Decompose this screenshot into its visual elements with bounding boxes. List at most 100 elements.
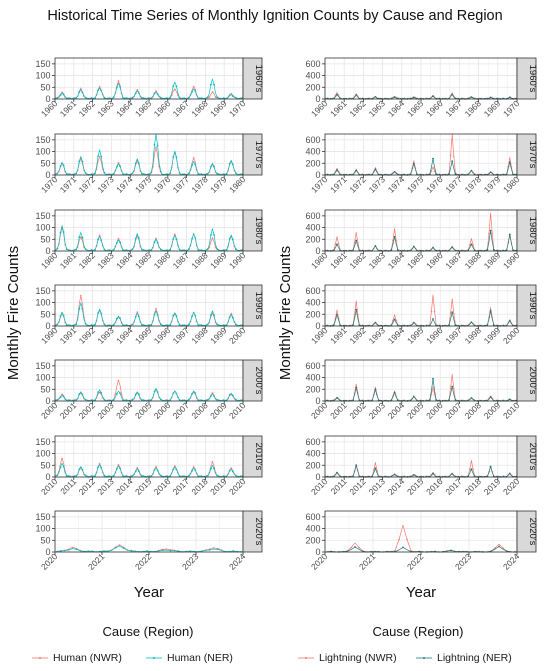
x-tick-label: 2006: [424, 400, 445, 421]
data-point: [206, 96, 209, 99]
data-point: [209, 165, 212, 168]
data-point: [165, 548, 168, 551]
x-tick-label: 2015: [133, 476, 154, 497]
data-point: [112, 172, 115, 175]
data-point: [81, 160, 84, 163]
x-tick-label: 2001: [328, 400, 349, 421]
data-point: [336, 471, 338, 474]
data-point: [90, 249, 93, 251]
x-tick-label: 1967: [443, 98, 464, 119]
x-tick-label: 1989: [482, 250, 503, 271]
x-tick-label: 2018: [463, 476, 484, 497]
data-point: [486, 324, 489, 326]
data-point: [336, 243, 338, 246]
x-tick-label: 2019: [482, 476, 503, 497]
x-tick-label: 1996: [152, 325, 173, 346]
data-point: [393, 96, 396, 98]
data-point: [114, 546, 117, 549]
data-point: [200, 399, 203, 402]
data-point: [159, 474, 162, 477]
x-tick-label: 2021: [357, 551, 378, 572]
data-point: [432, 95, 434, 97]
data-point: [213, 314, 215, 316]
data-point: [81, 308, 84, 311]
facet-strip-label: 2010's: [253, 443, 264, 471]
data-point: [131, 474, 134, 477]
data-point: [159, 96, 162, 99]
x-tick-label: 2010: [309, 476, 330, 497]
y-tick-label: 0: [45, 547, 50, 557]
y-tick-label: 50: [40, 82, 50, 92]
data-point: [451, 311, 454, 314]
x-tick-label: 1973: [367, 174, 388, 195]
data-point: [134, 162, 137, 165]
data-point: [155, 465, 158, 468]
data-point: [222, 399, 225, 402]
data-point: [336, 169, 338, 171]
data-point: [194, 163, 197, 166]
x-tick-label: 1961: [58, 98, 79, 119]
data-point: [489, 396, 492, 398]
data-point: [119, 241, 121, 244]
data-point: [150, 171, 153, 174]
x-tick-label: 1980: [227, 174, 248, 195]
data-point: [117, 79, 120, 82]
x-tick-label: 1983: [95, 250, 116, 271]
x-tick-label: 2022: [405, 551, 426, 572]
x-tick-label: 2008: [189, 400, 210, 421]
facet-strip: [242, 359, 263, 402]
data-point: [508, 398, 511, 401]
data-point: [56, 96, 59, 99]
data-point: [339, 324, 342, 327]
x-tick-label: 1994: [386, 325, 407, 346]
data-point: [212, 546, 215, 549]
data-point: [213, 395, 215, 397]
y-tick-label: 400: [305, 449, 320, 459]
data-point: [155, 307, 158, 310]
y-tick-label: 50: [40, 158, 50, 168]
data-point: [159, 248, 162, 251]
data-point: [208, 96, 211, 99]
x-tick-label: 1981: [328, 250, 349, 271]
y-tick-label: 50: [40, 460, 50, 470]
data-point: [98, 85, 101, 88]
data-point: [119, 467, 121, 470]
data-point: [169, 248, 172, 251]
facet-strip: [242, 209, 263, 252]
data-point: [98, 462, 101, 465]
data-point: [230, 312, 233, 315]
data-point: [211, 237, 214, 240]
data-point: [355, 239, 358, 242]
data-point: [336, 93, 338, 96]
data-point: [166, 97, 168, 100]
chart-column-1: 1960's0501001501960196119621963196419651…: [5, 57, 264, 664]
x-tick-label: 1985: [133, 250, 154, 271]
x-tick-label: 2004: [114, 400, 135, 421]
y-tick-label: 150: [35, 437, 50, 447]
data-point: [433, 310, 436, 313]
facet-strip: [516, 510, 537, 553]
data-point: [200, 97, 203, 100]
x-tick-label: 2018: [189, 476, 210, 497]
y-tick-label: 0: [45, 94, 50, 104]
y-tick-label: 400: [305, 373, 320, 383]
data-point: [468, 468, 471, 471]
data-point: [141, 475, 143, 477]
data-point: [62, 465, 65, 468]
data-point: [350, 546, 352, 549]
data-point: [75, 172, 78, 175]
data-point: [153, 92, 156, 95]
data-point: [125, 97, 128, 99]
data-point: [332, 324, 335, 326]
data-point: [336, 313, 338, 316]
data-point: [235, 474, 237, 477]
data-point: [103, 398, 106, 401]
data-point: [94, 97, 96, 100]
data-point: [112, 248, 115, 251]
data-point: [100, 89, 103, 92]
data-point: [452, 312, 455, 315]
data-point: [213, 233, 215, 236]
data-point: [231, 317, 234, 319]
y-tick-label: 0: [45, 170, 50, 180]
x-tick-label: 2003: [367, 400, 388, 421]
